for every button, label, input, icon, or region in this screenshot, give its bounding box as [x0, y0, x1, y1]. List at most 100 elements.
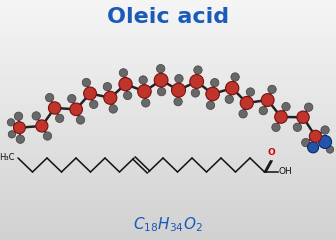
Bar	[0, 68, 336, 69]
Bar	[0, 93, 336, 94]
Bar	[0, 26, 336, 27]
Text: Oleic acid: Oleic acid	[107, 7, 229, 27]
Bar	[0, 18, 336, 19]
Bar	[0, 144, 336, 145]
Bar	[0, 168, 336, 169]
Bar	[0, 166, 336, 167]
Bar	[0, 133, 336, 134]
Bar	[0, 58, 336, 59]
Bar	[0, 47, 336, 48]
Bar	[0, 3, 336, 4]
Bar	[0, 224, 336, 225]
Bar	[0, 167, 336, 168]
Circle shape	[293, 123, 302, 132]
Bar	[0, 138, 336, 139]
Circle shape	[268, 85, 276, 94]
Bar	[0, 235, 336, 236]
Circle shape	[154, 73, 168, 87]
Bar	[0, 163, 336, 164]
Bar	[0, 24, 336, 25]
Bar	[0, 204, 336, 205]
Bar	[0, 219, 336, 220]
Bar	[0, 161, 336, 162]
Bar	[0, 214, 336, 215]
Text: H₃C: H₃C	[0, 153, 15, 162]
Bar	[0, 121, 336, 122]
Bar	[0, 239, 336, 240]
Bar	[0, 98, 336, 99]
Bar	[0, 57, 336, 58]
Bar	[0, 11, 336, 12]
Bar	[0, 96, 336, 97]
Bar	[0, 123, 336, 124]
Bar	[0, 207, 336, 208]
Bar	[0, 33, 336, 34]
Bar	[0, 45, 336, 46]
Bar	[0, 162, 336, 163]
Bar	[0, 106, 336, 107]
Circle shape	[43, 132, 52, 140]
Bar	[0, 66, 336, 67]
Bar	[0, 67, 336, 68]
Bar	[0, 104, 336, 105]
Bar	[0, 217, 336, 218]
Circle shape	[36, 120, 48, 132]
Bar	[0, 232, 336, 233]
Bar	[0, 173, 336, 174]
Circle shape	[55, 114, 64, 123]
Bar	[0, 218, 336, 219]
Bar	[0, 28, 336, 29]
Circle shape	[171, 83, 185, 97]
Bar	[0, 153, 336, 154]
Bar	[0, 150, 336, 151]
Bar	[0, 109, 336, 110]
Bar	[0, 29, 336, 30]
Bar	[0, 100, 336, 101]
Bar	[0, 184, 336, 185]
Bar	[0, 83, 336, 84]
Bar	[0, 42, 336, 43]
Circle shape	[103, 83, 112, 91]
Bar	[0, 108, 336, 109]
Bar	[0, 117, 336, 118]
Bar	[0, 164, 336, 165]
Circle shape	[70, 103, 82, 116]
Bar	[0, 73, 336, 74]
Circle shape	[32, 112, 40, 120]
Bar	[0, 49, 336, 50]
Bar	[0, 182, 336, 183]
Bar	[0, 0, 336, 1]
Bar	[0, 48, 336, 49]
Bar	[0, 220, 336, 221]
Bar	[0, 227, 336, 228]
Bar	[0, 212, 336, 213]
Bar	[0, 136, 336, 137]
Bar	[0, 86, 336, 87]
Bar	[0, 223, 336, 224]
Circle shape	[304, 103, 313, 111]
Bar	[0, 197, 336, 198]
Circle shape	[239, 110, 247, 118]
Bar	[0, 171, 336, 172]
Bar	[0, 208, 336, 209]
Circle shape	[194, 66, 202, 74]
Bar	[0, 165, 336, 166]
Bar	[0, 44, 336, 45]
Bar	[0, 198, 336, 199]
Circle shape	[119, 69, 128, 77]
Bar	[0, 7, 336, 8]
Bar	[0, 92, 336, 93]
Bar	[0, 187, 336, 188]
Bar	[0, 147, 336, 148]
Bar	[0, 107, 336, 108]
Bar	[0, 22, 336, 23]
Bar	[0, 120, 336, 121]
Circle shape	[225, 95, 234, 103]
Bar	[0, 39, 336, 40]
Bar	[0, 91, 336, 92]
Bar	[0, 148, 336, 149]
Bar	[0, 19, 336, 20]
Bar	[0, 234, 336, 235]
Bar	[0, 199, 336, 200]
Circle shape	[7, 119, 15, 126]
